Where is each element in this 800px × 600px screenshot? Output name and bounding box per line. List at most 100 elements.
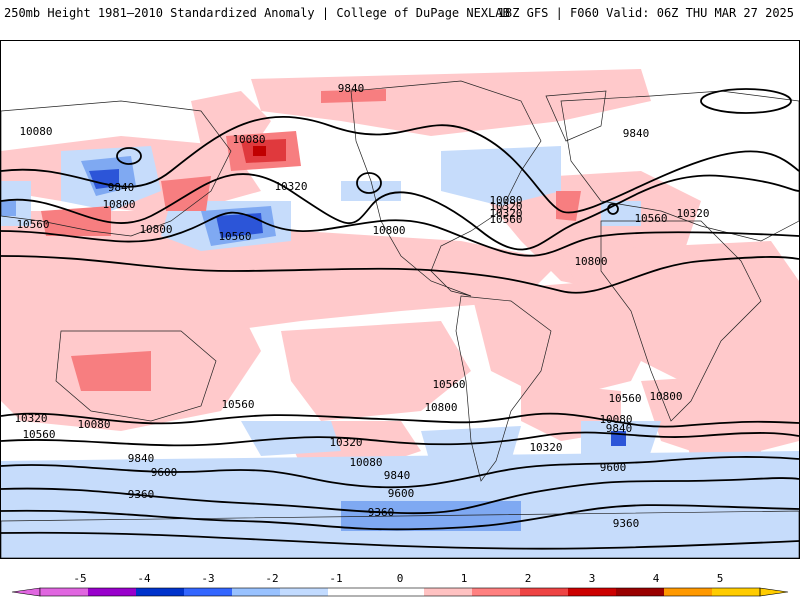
contour-label: 9600 bbox=[388, 487, 415, 500]
contour-label: 10800 bbox=[139, 223, 172, 236]
contour-label: 9600 bbox=[151, 466, 178, 479]
contour-label: 10080 bbox=[232, 133, 265, 146]
colorbar-tick-label: 4 bbox=[653, 572, 660, 585]
contour-label: 10080 bbox=[19, 125, 52, 138]
anomaly-map: 9840 10080 10080 9840 10320 10560 10800 10560 10… bbox=[0, 40, 800, 559]
contour-label: 10080 bbox=[489, 194, 522, 207]
colorbar-right-arrow bbox=[759, 587, 789, 597]
colorbar-tick-label: -5 bbox=[73, 572, 86, 585]
colorbar-segment bbox=[472, 588, 521, 596]
colorbar-segment bbox=[664, 588, 713, 596]
height-contour bbox=[1, 116, 799, 214]
coastline bbox=[560, 90, 799, 242]
contour-label: 10560 bbox=[489, 213, 522, 226]
contour-label: 9360 bbox=[128, 488, 155, 501]
colorbar-segment bbox=[616, 588, 665, 596]
contour-label: 10320 bbox=[274, 180, 307, 193]
anomaly-shading bbox=[1, 69, 799, 558]
anomaly-region bbox=[341, 501, 521, 531]
coastlines bbox=[1, 80, 799, 558]
contour-label: 9840 bbox=[606, 422, 633, 435]
height-contours bbox=[1, 88, 799, 550]
contour-label: 10080 bbox=[77, 418, 110, 431]
height-contour bbox=[356, 172, 382, 194]
contour-label: 10560 bbox=[22, 428, 55, 441]
contour-label: 10560 bbox=[218, 230, 251, 243]
standardized-anomaly-colorbar: -5 -4 -3 -2 -1 0 1 2 3 4 5 bbox=[11, 572, 789, 597]
contour-label: 10800 bbox=[372, 224, 405, 237]
contour-label: 10800 bbox=[574, 255, 607, 268]
colorbar-tick-label: 2 bbox=[525, 572, 532, 585]
colorbar-tick-label: -2 bbox=[265, 572, 278, 585]
anomaly-region bbox=[41, 206, 111, 236]
contour-label: 10560 bbox=[608, 392, 641, 405]
contour-label: 10320 bbox=[676, 207, 709, 220]
height-contour bbox=[1, 477, 799, 515]
colorbar-tick-label: 0 bbox=[397, 572, 404, 585]
map-title: 250mb Height 1981–2010 Standardized Anom… bbox=[4, 6, 510, 20]
contour-label: 10320 bbox=[529, 441, 562, 454]
anomaly-region bbox=[441, 146, 561, 206]
height-contour bbox=[1, 431, 799, 447]
contour-label: 10320 bbox=[489, 207, 522, 220]
colorbar-tick-label: -4 bbox=[137, 572, 151, 585]
colorbar-tick-label: 3 bbox=[589, 572, 596, 585]
anomaly-region bbox=[471, 281, 651, 401]
colorbar-segment bbox=[40, 588, 89, 596]
anomaly-region bbox=[341, 181, 401, 201]
contour-label: 9360 bbox=[613, 517, 640, 530]
contour-label: 10560 bbox=[16, 218, 49, 231]
colorbar-segment bbox=[136, 588, 185, 596]
anomaly-region bbox=[216, 213, 263, 238]
colorbar-tick-label: -1 bbox=[329, 572, 342, 585]
contour-label: 9840 bbox=[108, 181, 135, 194]
height-contour bbox=[607, 203, 619, 215]
height-contour bbox=[1, 211, 799, 257]
height-contour bbox=[700, 88, 792, 114]
height-contour bbox=[1, 504, 799, 531]
colorbar-tick-label: 5 bbox=[717, 572, 724, 585]
contour-label: 10560 bbox=[221, 398, 254, 411]
coastline bbox=[1, 510, 799, 558]
colorbar-segment bbox=[376, 588, 425, 596]
colorbar-segment bbox=[88, 588, 137, 596]
coastline bbox=[55, 330, 217, 422]
contour-label: 10800 bbox=[424, 401, 457, 414]
colorbar-segment bbox=[520, 588, 569, 596]
anomaly-region bbox=[253, 146, 266, 156]
coastline bbox=[545, 90, 607, 142]
colorbar-segment bbox=[184, 588, 233, 596]
colorbar-tick-label: 1 bbox=[461, 572, 468, 585]
anomaly-region bbox=[421, 426, 521, 466]
coastline bbox=[600, 220, 762, 422]
contour-label: 10560 bbox=[634, 212, 667, 225]
contour-label: 9840 bbox=[384, 469, 411, 482]
contour-label: 10080 bbox=[599, 413, 632, 426]
height-contour bbox=[1, 412, 799, 428]
contour-label: 9840 bbox=[338, 82, 365, 95]
anomaly-region bbox=[161, 176, 211, 211]
colorbar-segment bbox=[232, 588, 281, 596]
colorbar-segment bbox=[712, 588, 761, 596]
coastline bbox=[1, 100, 232, 237]
contour-label: 9360 bbox=[368, 506, 395, 519]
height-contour bbox=[1, 255, 799, 294]
anomaly-region bbox=[251, 69, 651, 136]
contour-label: 10080 bbox=[349, 456, 382, 469]
anomaly-region bbox=[556, 191, 581, 221]
contour-label: 9840 bbox=[623, 127, 650, 140]
anomaly-region bbox=[681, 411, 761, 461]
contour-label: 10800 bbox=[102, 198, 135, 211]
colorbar-tick-label: -3 bbox=[201, 572, 214, 585]
contour-label: 10800 bbox=[649, 390, 682, 403]
coastline bbox=[455, 295, 552, 482]
anomaly-region bbox=[89, 169, 119, 189]
contour-label: 9840 bbox=[128, 452, 155, 465]
height-contour bbox=[1, 173, 799, 251]
colorbar-left-arrow bbox=[11, 587, 41, 597]
height-contour bbox=[116, 147, 142, 165]
colorbar-segment bbox=[280, 588, 329, 596]
contour-label: 10320 bbox=[489, 200, 522, 213]
